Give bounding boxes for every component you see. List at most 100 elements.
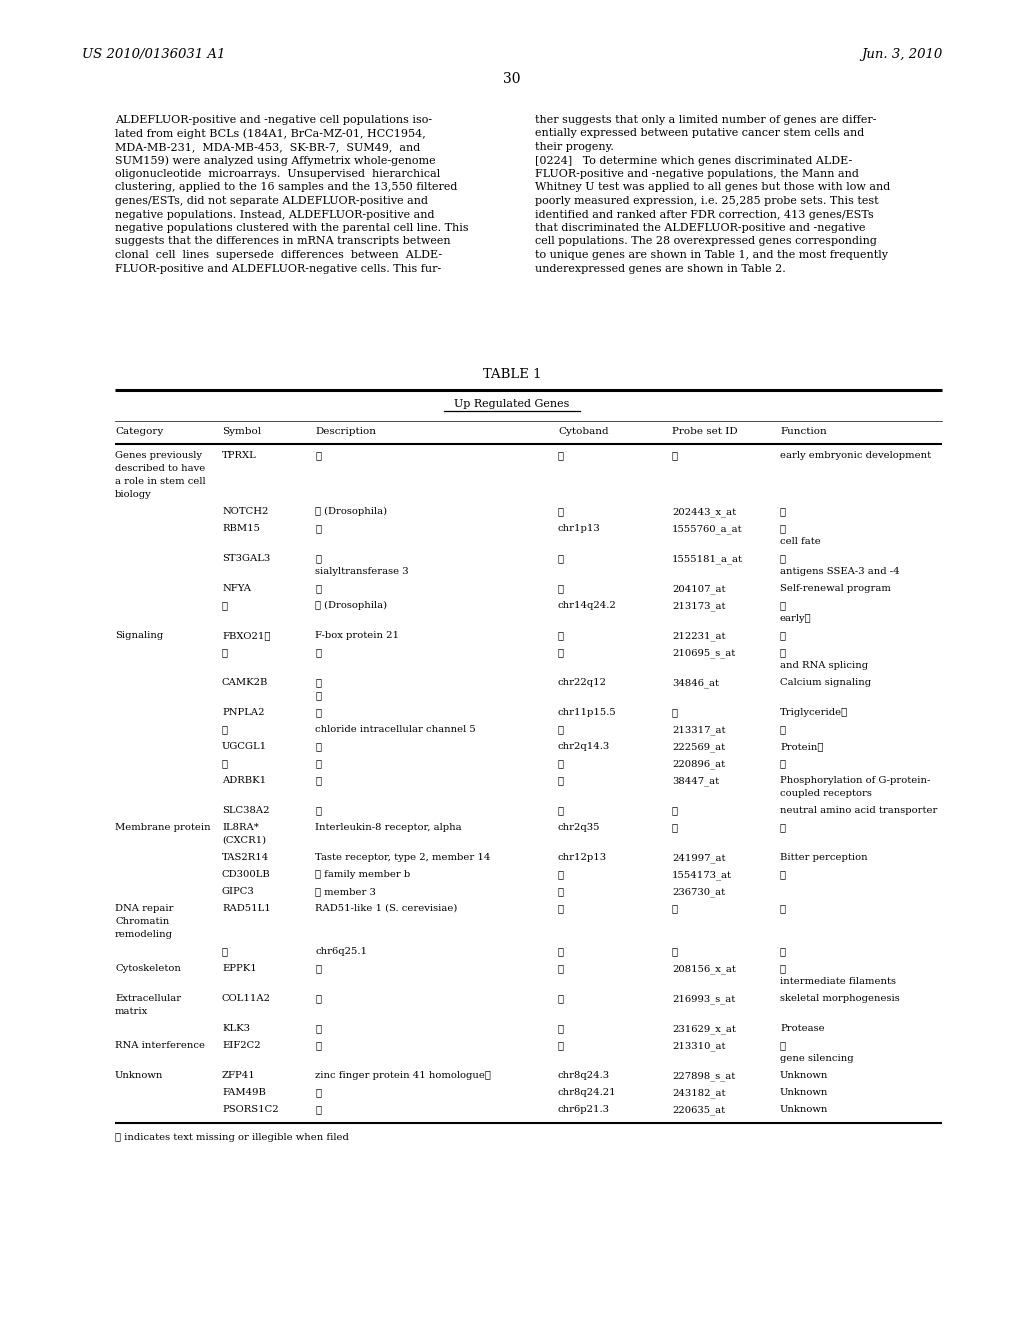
Text: FAM49B: FAM49B — [222, 1088, 266, 1097]
Text: IL8RA*: IL8RA* — [222, 822, 259, 832]
Text: ⓘ: ⓘ — [315, 1105, 321, 1114]
Text: ⓘ: ⓘ — [672, 451, 678, 459]
Text: ⓘ: ⓘ — [315, 690, 321, 700]
Text: Membrane protein: Membrane protein — [115, 822, 211, 832]
Text: ⓘ: ⓘ — [558, 583, 564, 593]
Text: 34846_at: 34846_at — [672, 678, 719, 688]
Text: ⓘ: ⓘ — [315, 678, 321, 686]
Text: ⓘ: ⓘ — [558, 904, 564, 913]
Text: clustering, applied to the 16 samples and the 13,550 filtered: clustering, applied to the 16 samples an… — [115, 182, 458, 193]
Text: CAMK2B: CAMK2B — [222, 678, 268, 686]
Text: ⓘ: ⓘ — [780, 725, 786, 734]
Text: Unknown: Unknown — [115, 1071, 164, 1080]
Text: ⓘ: ⓘ — [780, 648, 786, 657]
Text: F-box protein 21: F-box protein 21 — [315, 631, 399, 640]
Text: 1554173_at: 1554173_at — [672, 870, 732, 879]
Text: ⓘ: ⓘ — [315, 776, 321, 785]
Text: ⓘ: ⓘ — [672, 946, 678, 956]
Text: Function: Function — [780, 426, 826, 436]
Text: chr8q24.21: chr8q24.21 — [558, 1088, 616, 1097]
Text: ⓘ: ⓘ — [558, 870, 564, 879]
Text: ⓘ: ⓘ — [558, 964, 564, 973]
Text: Unknown: Unknown — [780, 1071, 828, 1080]
Text: sialyltransferase 3: sialyltransferase 3 — [315, 568, 409, 576]
Text: chr12p13: chr12p13 — [558, 853, 607, 862]
Text: Bitter perception: Bitter perception — [780, 853, 867, 862]
Text: ⓘ: ⓘ — [780, 601, 786, 610]
Text: ⓘ: ⓘ — [780, 964, 786, 973]
Text: ⓘ: ⓘ — [222, 601, 228, 610]
Text: RAD51L1: RAD51L1 — [222, 904, 270, 913]
Text: TABLE 1: TABLE 1 — [482, 368, 542, 381]
Text: ⓘ: ⓘ — [558, 946, 564, 956]
Text: genes/ESTs, did not separate ALDEFLUOR-positive and: genes/ESTs, did not separate ALDEFLUOR-p… — [115, 195, 428, 206]
Text: EPPK1: EPPK1 — [222, 964, 257, 973]
Text: ⓘ: ⓘ — [672, 904, 678, 913]
Text: remodeling: remodeling — [115, 931, 173, 939]
Text: ⓘ: ⓘ — [558, 648, 564, 657]
Text: chr6q25.1: chr6q25.1 — [315, 946, 367, 956]
Text: ⓘ: ⓘ — [315, 451, 321, 459]
Text: chr8q24.3: chr8q24.3 — [558, 1071, 610, 1080]
Text: ⓘ: ⓘ — [780, 904, 786, 913]
Text: lated from eight BCLs (184A1, BrCa-MZ-01, HCC1954,: lated from eight BCLs (184A1, BrCa-MZ-01… — [115, 128, 426, 139]
Text: cell populations. The 28 overexpressed genes corresponding: cell populations. The 28 overexpressed g… — [535, 236, 877, 247]
Text: identified and ranked after FDR correction, 413 genes/ESTs: identified and ranked after FDR correcti… — [535, 210, 873, 219]
Text: NOTCH2: NOTCH2 — [222, 507, 268, 516]
Text: their progeny.: their progeny. — [535, 143, 613, 152]
Text: RNA interference: RNA interference — [115, 1041, 205, 1049]
Text: Triglycerideⓘ: Triglycerideⓘ — [780, 708, 848, 717]
Text: 241997_at: 241997_at — [672, 853, 725, 863]
Text: ALDEFLUOR-positive and -negative cell populations iso-: ALDEFLUOR-positive and -negative cell po… — [115, 115, 432, 125]
Text: FLUOR-positive and -negative populations, the Mann and: FLUOR-positive and -negative populations… — [535, 169, 859, 180]
Text: 202443_x_at: 202443_x_at — [672, 507, 736, 516]
Text: ⓘ: ⓘ — [672, 822, 678, 832]
Text: 210695_s_at: 210695_s_at — [672, 648, 735, 657]
Text: Chromatin: Chromatin — [115, 917, 169, 927]
Text: Unknown: Unknown — [780, 1105, 828, 1114]
Text: Calcium signaling: Calcium signaling — [780, 678, 871, 686]
Text: Genes previously: Genes previously — [115, 451, 202, 459]
Text: 231629_x_at: 231629_x_at — [672, 1024, 736, 1034]
Text: FBXO21ⓘ: FBXO21ⓘ — [222, 631, 270, 640]
Text: matrix: matrix — [115, 1007, 148, 1016]
Text: chr1p13: chr1p13 — [558, 524, 601, 533]
Text: ⓘ: ⓘ — [672, 807, 678, 814]
Text: Whitney U test was applied to all genes but those with low and: Whitney U test was applied to all genes … — [535, 182, 890, 193]
Text: Up Regulated Genes: Up Regulated Genes — [455, 399, 569, 409]
Text: ⓘ: ⓘ — [315, 524, 321, 533]
Text: 222569_at: 222569_at — [672, 742, 725, 751]
Text: ⓘ family member b: ⓘ family member b — [315, 870, 411, 879]
Text: ⓘ: ⓘ — [780, 631, 786, 640]
Text: entially expressed between putative cancer stem cells and: entially expressed between putative canc… — [535, 128, 864, 139]
Text: Protease: Protease — [780, 1024, 824, 1034]
Text: Symbol: Symbol — [222, 426, 261, 436]
Text: earlyⓘ: earlyⓘ — [780, 614, 812, 623]
Text: chr2q35: chr2q35 — [558, 822, 600, 832]
Text: TPRXL: TPRXL — [222, 451, 257, 459]
Text: ⓘ: ⓘ — [558, 887, 564, 896]
Text: Description: Description — [315, 426, 376, 436]
Text: ⓘ: ⓘ — [315, 648, 321, 657]
Text: chloride intracellular channel 5: chloride intracellular channel 5 — [315, 725, 476, 734]
Text: US 2010/0136031 A1: US 2010/0136031 A1 — [82, 48, 225, 61]
Text: ST3GAL3: ST3GAL3 — [222, 554, 270, 564]
Text: suggests that the differences in mRNA transcripts between: suggests that the differences in mRNA tr… — [115, 236, 451, 247]
Text: Self-renewal program: Self-renewal program — [780, 583, 891, 593]
Text: NFYA: NFYA — [222, 583, 251, 593]
Text: MDA-MB-231,  MDA-MB-453,  SK-BR-7,  SUM49,  and: MDA-MB-231, MDA-MB-453, SK-BR-7, SUM49, … — [115, 143, 420, 152]
Text: GIPC3: GIPC3 — [222, 887, 255, 896]
Text: coupled receptors: coupled receptors — [780, 789, 871, 799]
Text: KLK3: KLK3 — [222, 1024, 250, 1034]
Text: ⓘ: ⓘ — [222, 725, 228, 734]
Text: SLC38A2: SLC38A2 — [222, 807, 269, 814]
Text: ⓘ: ⓘ — [558, 631, 564, 640]
Text: ⓘ: ⓘ — [315, 807, 321, 814]
Text: 208156_x_at: 208156_x_at — [672, 964, 736, 974]
Text: RAD51-like 1 (S. cerevisiae): RAD51-like 1 (S. cerevisiae) — [315, 904, 458, 913]
Text: skeletal morphogenesis: skeletal morphogenesis — [780, 994, 900, 1003]
Text: ⓘ: ⓘ — [222, 648, 228, 657]
Text: ⓘ: ⓘ — [315, 708, 321, 717]
Text: [0224]   To determine which genes discriminated ALDE-: [0224] To determine which genes discrimi… — [535, 156, 852, 165]
Text: ⓘ: ⓘ — [558, 759, 564, 768]
